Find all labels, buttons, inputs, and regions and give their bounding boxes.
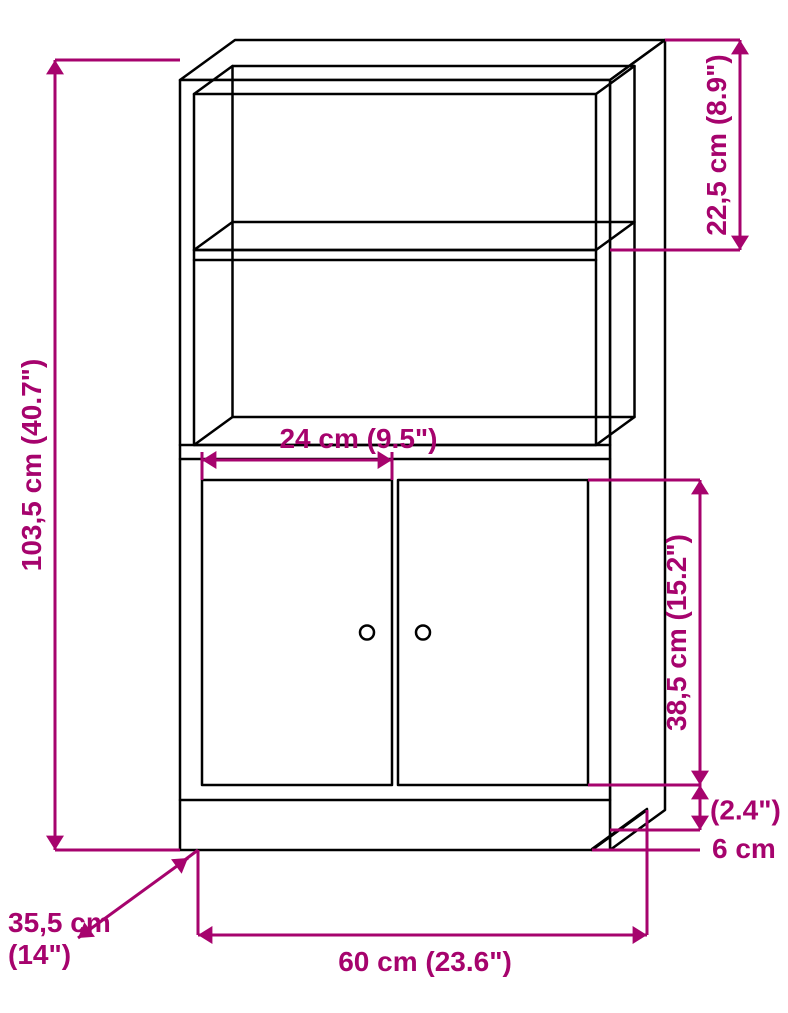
dim-depth-in: (14"): [8, 939, 71, 970]
dim-base-height: 6 cm: [712, 833, 776, 864]
dim-shelf-height: 22,5 cm (8.9"): [701, 54, 732, 235]
dim-plinth-gap: (2.4"): [710, 795, 781, 826]
dim-width: 60 cm (23.6"): [338, 946, 512, 977]
dim-height-total: 103,5 cm (40.7"): [16, 359, 47, 572]
dim-door-width: 24 cm (9.5"): [279, 423, 437, 454]
dim-door-height: 38,5 cm (15.2"): [661, 534, 692, 731]
dim-depth-cm: 35,5 cm: [8, 907, 111, 938]
